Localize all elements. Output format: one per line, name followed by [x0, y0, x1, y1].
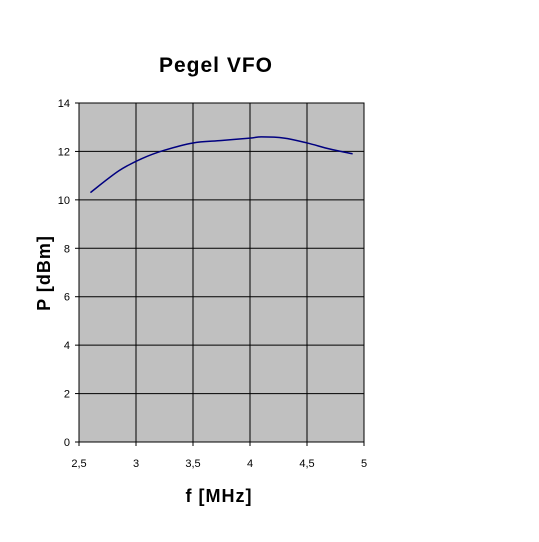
x-tick-label: 2,5 [71, 458, 86, 470]
y-tick-label: 4 [64, 340, 70, 352]
plot-area [78, 102, 365, 443]
x-tick-label: 3,5 [185, 458, 200, 470]
series-group [89, 136, 353, 194]
y-tick-label: 10 [58, 195, 70, 207]
y-tick-label: 2 [64, 389, 70, 401]
x-axis-ticks: 2,5 3 3,5 4 4,5 5 [71, 442, 367, 470]
x-axis-label: f [MHz] [186, 486, 253, 506]
y-tick-label: 12 [58, 146, 70, 158]
x-tick-label: 5 [361, 458, 367, 470]
y-tick-label: 6 [64, 292, 70, 304]
y-tick-label: 0 [64, 437, 70, 449]
x-tick-label: 4,5 [299, 458, 314, 470]
series-line [89, 136, 353, 194]
grid-lines [79, 103, 364, 442]
y-axis-label: P [dBm] [34, 235, 54, 311]
x-tick-label: 4 [247, 458, 253, 470]
chart-title: Pegel VFO [159, 54, 273, 77]
y-axis-ticks: 0 2 4 6 8 10 12 14 [58, 98, 79, 449]
y-tick-label: 14 [58, 98, 70, 110]
x-tick-label: 3 [133, 458, 139, 470]
y-tick-label: 8 [64, 243, 70, 255]
